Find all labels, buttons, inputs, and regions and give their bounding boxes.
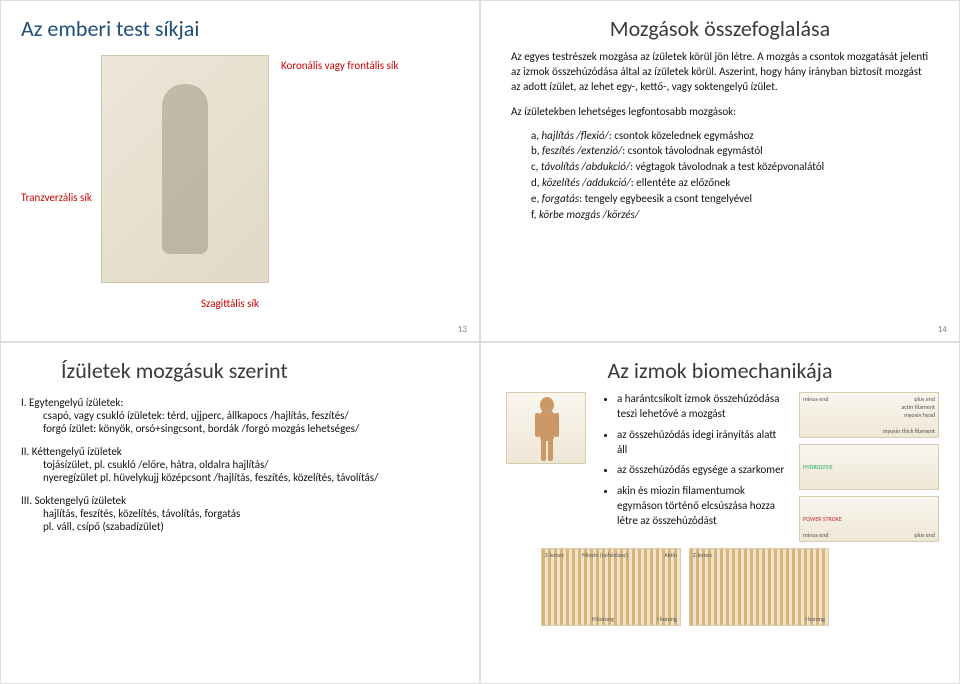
slide2-title: Mozgások összefoglalása (501, 15, 939, 42)
muscle-figure-column (501, 392, 591, 542)
movement-item: e, forgatás: tengely egybeesik a csont t… (531, 191, 929, 207)
slide2-paragraph: Az egyes testrészek mozgása az ízületek … (511, 50, 929, 95)
label-sagittal-plane: Szagittális sík (201, 297, 259, 310)
movement-item: a, hajlítás /flexió/: csontok közelednek… (531, 128, 929, 144)
slide3-title: Ízületek mozgásuk szerint (61, 357, 459, 384)
page-number: 14 (938, 324, 947, 335)
bullet-item: a harántcsíkolt izmok összehúzódása tesz… (617, 392, 789, 422)
slide1-title: Az emberi test síkjai (21, 15, 459, 42)
movement-item: d, közelítés /addukció/: ellentéte az el… (531, 175, 929, 191)
slide-planes: Az emberi test síkjai Koronális vagy fro… (0, 0, 480, 342)
slide2-movement-list: a, hajlítás /flexió/: csontok közelednek… (531, 128, 929, 224)
muscle-anatomy-figure (506, 392, 586, 464)
section-uniaxial: I. Egytengelyű ízületek: csapó, vagy csu… (21, 396, 459, 435)
slide-movements-summary: Mozgások összefoglalása Az egyes testrés… (480, 0, 960, 342)
label-transverse-plane: Tranzverzális sík (21, 191, 92, 204)
slide-muscle-biomechanics: Az izmok biomechanikája a harántcsíko (480, 342, 960, 684)
label-frontal-plane: Koronális vagy frontális sík (281, 59, 398, 72)
bullet-item: akin és miozin filamentumok egymáson tör… (617, 484, 789, 529)
section-multiaxial: III. Soktengelyű ízületek hajlítás, fesz… (21, 494, 459, 533)
movement-item: c, távolítás /abdukció/: végtagok távolo… (531, 159, 929, 175)
movement-item: f, körbe mozgás /körzés/ (531, 207, 929, 223)
bullet-item: az összehúzódás idegi irányítás alatt ál… (617, 428, 789, 458)
section-biaxial: II. Kéttengelyű ízületek tojásízület, pl… (21, 445, 459, 484)
slide2-subhead: Az ízületekben lehetséges legfontosabb m… (511, 105, 929, 118)
sarcomere-contracted: Z-lemez I korong (689, 548, 829, 626)
crossbridge-diagrams: minus end plus end actin filament myosin… (799, 392, 939, 542)
anatomical-planes-figure (101, 55, 269, 283)
slide4-bullets: a harántcsíkolt izmok összehúzódása tesz… (601, 392, 789, 542)
bullet-item: az összehúzódás egysége a szarkomer (617, 463, 789, 478)
human-silhouette (162, 84, 208, 254)
crossbridge-step2: HYDROLYSIS (799, 444, 939, 490)
crossbridge-step3: POWER STROKE plus end minus end (799, 496, 939, 542)
sarcomere-diagrams: Z-lemez Miozin (nehézlanc) Aktin H koron… (501, 548, 939, 626)
movement-item: b, feszítés /extenzió/: csontok távolodn… (531, 143, 929, 159)
page-number: 13 (458, 324, 467, 335)
slide4-title: Az izmok biomechanikája (501, 357, 939, 384)
crossbridge-step1: minus end plus end actin filament myosin… (799, 392, 939, 438)
slide-joints-by-movement: Ízületek mozgásuk szerint I. Egytengelyű… (0, 342, 480, 684)
sarcomere-relaxed: Z-lemez Miozin (nehézlanc) Aktin H koron… (541, 548, 681, 626)
human-muscle-icon (507, 393, 587, 465)
